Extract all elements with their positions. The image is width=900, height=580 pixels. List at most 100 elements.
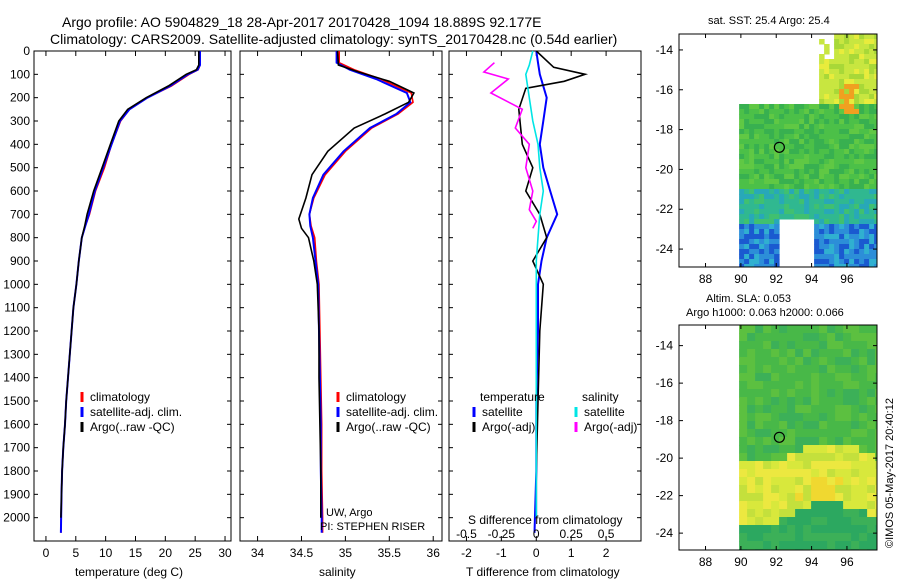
sla-map-cell (787, 493, 796, 502)
sst-map-cell (754, 214, 760, 220)
sst-map-cell (859, 249, 865, 255)
sst-map-cell (844, 119, 850, 125)
sla-map-cell (843, 397, 852, 406)
temperature-profile-ytick-label: 900 (10, 254, 30, 268)
sla-map-cell (803, 341, 812, 350)
sst-map-cell (754, 209, 760, 215)
sst-map-cell (859, 94, 865, 100)
sst-map-cell (839, 169, 845, 175)
sst-map-cell (824, 69, 830, 75)
sst-map-cell (834, 189, 840, 195)
sla-map-cell (843, 477, 852, 486)
sla-map-cell (795, 437, 804, 446)
sst-map-cell (859, 149, 865, 155)
sst-map-cell (759, 149, 765, 155)
sst-map-cell (739, 124, 745, 130)
sst-map-cell (789, 189, 795, 195)
sla-map-cell (875, 477, 877, 486)
sla-map-cell (779, 397, 788, 406)
sst-map-cell (854, 264, 860, 267)
sst-map-cell (849, 79, 855, 85)
sst-map-cell (859, 99, 865, 105)
sst-map-cell (864, 204, 870, 210)
sst-map-cell (774, 224, 780, 230)
sla-map-cell (747, 397, 756, 406)
sst-map-cell (874, 234, 877, 240)
sst-map-cell (749, 149, 755, 155)
sla-map-cell (827, 429, 836, 438)
sst-map-cell (839, 209, 845, 215)
sla-map-cell (795, 405, 804, 414)
sla-map-cell (763, 325, 772, 334)
sla-map-cell (867, 541, 876, 550)
sst-map-cell (854, 199, 860, 205)
difference-salinity-legend-label: satellite (584, 405, 625, 419)
sst-map-cell (799, 209, 805, 215)
sla-map-cell (747, 325, 756, 334)
difference-xlabel-bottom: T difference from climatology (466, 565, 620, 579)
sst-map-cell (829, 89, 835, 95)
sst-map-cell (739, 149, 745, 155)
sst-map-cell (854, 174, 860, 180)
salinity-profile-xtick-label: 34 (251, 546, 265, 560)
sst-map-cell (849, 219, 855, 225)
sst-map-cell (834, 154, 840, 160)
sst-map-cell (864, 249, 870, 255)
sst-map-cell (804, 149, 810, 155)
sst-map-cell (839, 154, 845, 160)
sla-map-title-line2: Argo h1000: 0.063 h2000: 0.066 (686, 307, 844, 319)
sst-map-cell (759, 144, 765, 150)
sst-map-cell (844, 259, 850, 265)
sst-map-cell (764, 199, 770, 205)
sst-map-cell (869, 34, 875, 40)
sst-map-cell (874, 159, 877, 165)
sla-map-cell (843, 341, 852, 350)
sst-map-cell (849, 89, 855, 95)
sla-map-cell (851, 517, 860, 526)
sst-map-cell (849, 129, 855, 135)
sla-map-cell (843, 525, 852, 534)
sst-map-cell (804, 214, 810, 220)
sst-map-cell (874, 214, 877, 220)
sla-map-cell (851, 525, 860, 534)
sla-map-argo-marker (773, 431, 785, 443)
sst-map-cell (754, 134, 760, 140)
sst-map-cell (814, 174, 820, 180)
sla-map-cell (787, 485, 796, 494)
sst-map-cell (739, 209, 745, 215)
sst-map-cell (869, 194, 875, 200)
sst-map-cell (799, 174, 805, 180)
sst-map-cell (874, 154, 877, 160)
sst-map-cell (774, 239, 780, 245)
sla-map-cell (803, 397, 812, 406)
sst-map-cell (749, 199, 755, 205)
sla-map-cell (771, 405, 780, 414)
sst-map-cell (854, 204, 860, 210)
sst-map-cell (794, 129, 800, 135)
sst-map-cell (809, 154, 815, 160)
temperature-profile-ytick-label: 1200 (3, 324, 30, 338)
figure-title-line1: Argo profile: AO 5904829_18 28-Apr-2017 … (62, 14, 542, 30)
sst-map-cell (799, 144, 805, 150)
sst-map-cell (829, 159, 835, 165)
sla-map-cell (803, 533, 812, 542)
sst-map-cell (819, 169, 825, 175)
sst-map-cell (744, 199, 750, 205)
sla-map-cell (859, 541, 868, 550)
sla-map-cell (787, 397, 796, 406)
sla-map-cell (811, 365, 820, 374)
sst-map-cell (854, 34, 860, 40)
sst-map-cell (784, 114, 790, 120)
sst-map-cell (764, 189, 770, 195)
sla-map-cell (787, 325, 796, 334)
temperature-profile-line-satellite-adj-clim- (59, 51, 201, 533)
sst-map-cell (814, 169, 820, 175)
sla-map-cell (803, 357, 812, 366)
sst-map-cell (764, 204, 770, 210)
sst-map-cell (874, 169, 877, 175)
sla-map-cell (843, 509, 852, 518)
sla-map-cell (867, 381, 876, 390)
sst-map-cell (854, 229, 860, 235)
sst-map-cell (784, 124, 790, 130)
temperature-profile-ytick-label: 1600 (3, 417, 30, 431)
